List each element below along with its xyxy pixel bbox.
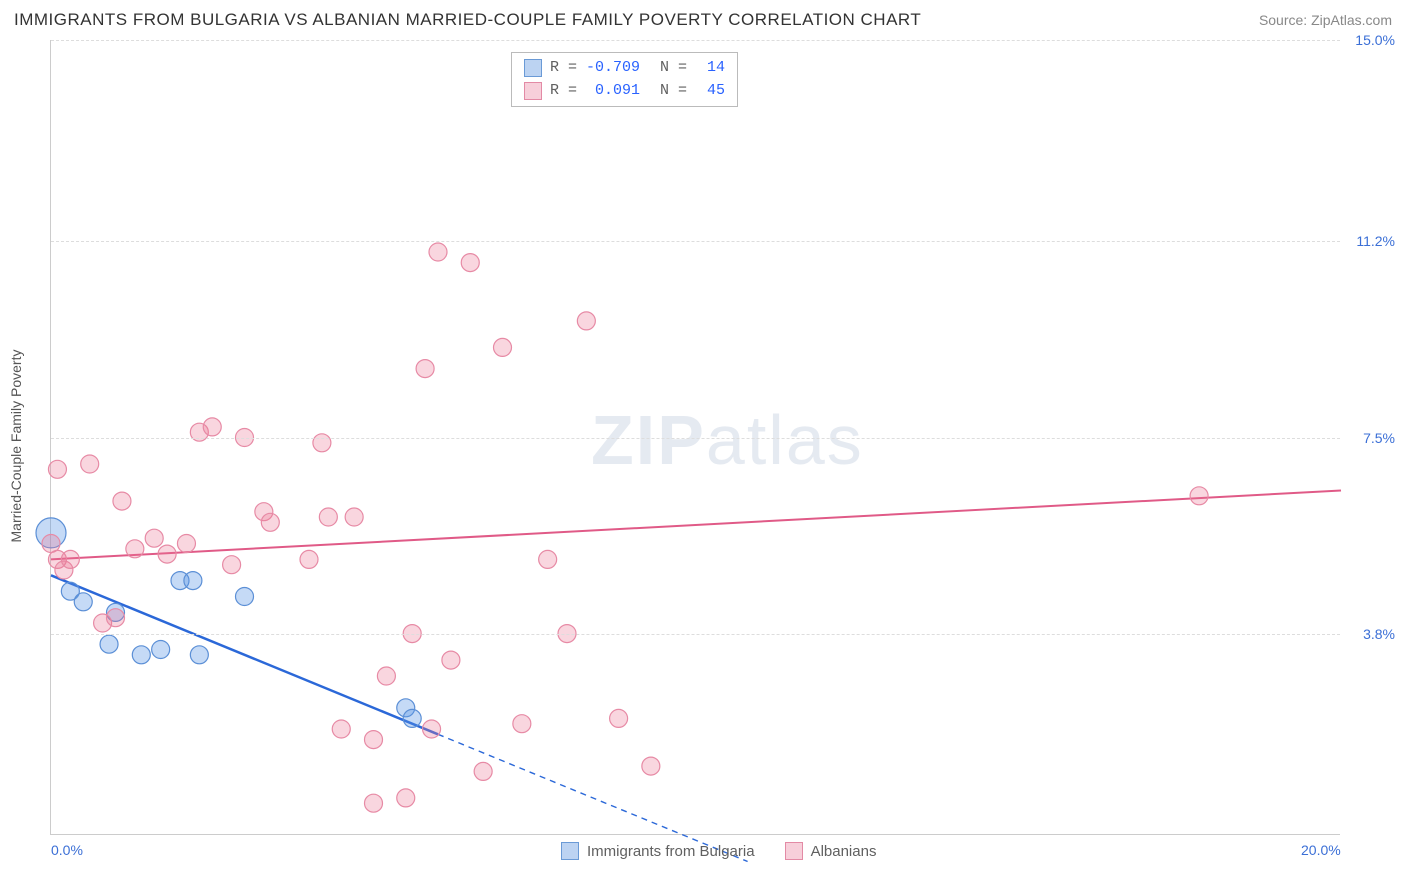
data-point bbox=[539, 550, 557, 568]
data-point bbox=[158, 545, 176, 563]
stats-row: R = 0.091 N = 45 bbox=[524, 80, 725, 103]
data-point bbox=[332, 720, 350, 738]
r-label: R = bbox=[550, 57, 577, 80]
r-value: 0.091 bbox=[585, 80, 640, 103]
source-prefix: Source: bbox=[1259, 12, 1311, 28]
data-point bbox=[403, 709, 421, 727]
data-point bbox=[113, 492, 131, 510]
y-tick-label: 11.2% bbox=[1356, 233, 1395, 249]
data-point bbox=[74, 593, 92, 611]
series-swatch bbox=[785, 842, 803, 860]
bottom-legend: Immigrants from Bulgaria Albanians bbox=[561, 842, 876, 860]
stats-legend-box: R = -0.709 N = 14 R = 0.091 N = 45 bbox=[511, 52, 738, 107]
chart-title: IMMIGRANTS FROM BULGARIA VS ALBANIAN MAR… bbox=[14, 10, 921, 30]
legend-item: Immigrants from Bulgaria bbox=[561, 842, 755, 860]
data-point bbox=[423, 720, 441, 738]
y-tick-label: 7.5% bbox=[1363, 430, 1395, 446]
chart-header: IMMIGRANTS FROM BULGARIA VS ALBANIAN MAR… bbox=[14, 10, 1392, 30]
plot-area: ZIPatlas R =-0.709N =14R =0.091N =45 Imm… bbox=[50, 40, 1340, 835]
gridline bbox=[51, 241, 1340, 242]
data-point bbox=[145, 529, 163, 547]
data-point bbox=[397, 789, 415, 807]
gridline bbox=[51, 634, 1340, 635]
data-point bbox=[184, 572, 202, 590]
legend-label: Albanians bbox=[811, 843, 877, 860]
data-point bbox=[313, 434, 331, 452]
data-point bbox=[365, 731, 383, 749]
y-tick-label: 3.8% bbox=[1363, 626, 1395, 642]
data-point bbox=[442, 651, 460, 669]
data-point bbox=[319, 508, 337, 526]
data-point bbox=[100, 635, 118, 653]
data-point bbox=[126, 540, 144, 558]
data-point bbox=[132, 646, 150, 664]
stats-row: R = -0.709 N = 14 bbox=[524, 57, 725, 80]
data-point bbox=[81, 455, 99, 473]
data-point bbox=[177, 535, 195, 553]
data-point bbox=[577, 312, 595, 330]
n-label: N = bbox=[660, 80, 687, 103]
legend-item: Albanians bbox=[785, 842, 877, 860]
y-tick-label: 15.0% bbox=[1355, 32, 1395, 48]
data-point bbox=[429, 243, 447, 261]
x-tick-label: 20.0% bbox=[1301, 842, 1341, 858]
data-point bbox=[190, 646, 208, 664]
series-swatch bbox=[561, 842, 579, 860]
data-point bbox=[42, 535, 60, 553]
data-point bbox=[261, 513, 279, 531]
data-point bbox=[494, 338, 512, 356]
data-point bbox=[48, 460, 66, 478]
trend-line bbox=[51, 491, 1341, 560]
data-point bbox=[377, 667, 395, 685]
data-point bbox=[416, 360, 434, 378]
data-point bbox=[513, 715, 531, 733]
legend-label: Immigrants from Bulgaria bbox=[587, 843, 755, 860]
data-point bbox=[474, 762, 492, 780]
series-swatch bbox=[524, 82, 542, 100]
data-point bbox=[642, 757, 660, 775]
source-attribution: Source: ZipAtlas.com bbox=[1259, 12, 1392, 28]
data-point bbox=[107, 609, 125, 627]
data-point bbox=[152, 641, 170, 659]
gridline bbox=[51, 40, 1340, 41]
n-value: 45 bbox=[695, 80, 725, 103]
data-point bbox=[610, 709, 628, 727]
x-tick-label: 0.0% bbox=[51, 842, 83, 858]
data-point bbox=[236, 588, 254, 606]
data-point bbox=[61, 550, 79, 568]
data-point bbox=[461, 254, 479, 272]
data-point bbox=[1190, 487, 1208, 505]
data-point bbox=[223, 556, 241, 574]
data-point bbox=[203, 418, 221, 436]
n-value: 14 bbox=[695, 57, 725, 80]
gridline bbox=[51, 438, 1340, 439]
data-point bbox=[345, 508, 363, 526]
series-swatch bbox=[524, 59, 542, 77]
data-point bbox=[300, 550, 318, 568]
source-name: ZipAtlas.com bbox=[1311, 12, 1392, 28]
data-point bbox=[365, 794, 383, 812]
n-label: N = bbox=[660, 57, 687, 80]
y-axis-title: Married-Couple Family Poverty bbox=[8, 350, 24, 543]
r-value: -0.709 bbox=[585, 57, 640, 80]
r-label: R = bbox=[550, 80, 577, 103]
